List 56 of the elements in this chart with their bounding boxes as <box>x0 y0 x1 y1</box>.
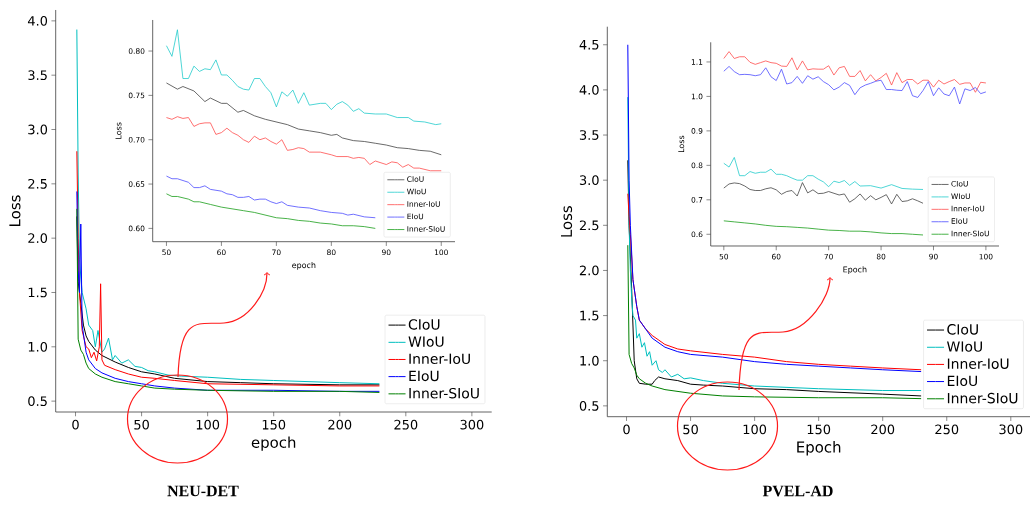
legend-label: WIoU <box>947 341 982 352</box>
x-tick-label: 50 <box>134 419 149 430</box>
legend-label: Inner-SIoU <box>947 392 1018 404</box>
x-tick-label: 300 <box>460 419 484 430</box>
x-tick-label: 250 <box>394 419 418 430</box>
x-tick-label: 100 <box>743 424 767 435</box>
x-tick-label: 300 <box>999 424 1023 435</box>
legend-label: EIoU <box>409 370 439 382</box>
line-series <box>76 29 380 385</box>
y-tick-label: 3.0 <box>579 175 599 186</box>
line-series <box>723 51 987 93</box>
y-tick-label: 1.0 <box>580 355 599 366</box>
x-tick-label: 150 <box>262 419 286 430</box>
legend-label: CIoU <box>947 324 978 335</box>
legend-label: WIoU <box>408 336 444 347</box>
y-tick-label: 0.5 <box>28 396 47 407</box>
y-axis-title: Loss <box>561 206 573 237</box>
line-series <box>723 66 987 105</box>
y-axis-title: Loss <box>9 195 21 226</box>
y-tick-label: 2.0 <box>579 265 599 276</box>
line-series <box>723 157 924 190</box>
x-tick-label: 200 <box>871 424 895 435</box>
legend-label: Inner-SIoU <box>409 387 479 399</box>
y-tick-label: 3.5 <box>579 130 599 140</box>
y-tick-label: 2.0 <box>28 233 48 244</box>
y-tick-label: 4.5 <box>579 39 599 50</box>
line-series <box>166 175 376 219</box>
text: NEU-DET <box>167 485 239 497</box>
x-axis-title: Epoch <box>797 441 841 456</box>
legend-label: EIoU <box>947 375 977 387</box>
legend-label: Inner-IoU <box>947 358 1009 369</box>
x-axis-title: epoch <box>251 436 296 451</box>
x-tick-label: 150 <box>807 424 831 435</box>
x-tick-label: 200 <box>328 419 352 430</box>
legend-label: CIoU <box>408 319 440 330</box>
x-tick-label: 250 <box>935 424 959 435</box>
x-tick-label: 0 <box>72 419 79 430</box>
legend-label: Inner-IoU <box>409 353 470 365</box>
x-tick-label: 0 <box>623 424 630 435</box>
x-tick-label: 100 <box>196 419 220 430</box>
y-tick-label: 3.0 <box>28 124 48 135</box>
y-tick-label: 1.0 <box>28 341 48 352</box>
y-tick-label: 1.5 <box>580 310 599 321</box>
y-tick-label: 4.0 <box>579 85 599 95</box>
y-tick-label: 0.5 <box>579 400 599 411</box>
y-tick-label: 4.0 <box>27 15 48 26</box>
y-tick-label: 1.5 <box>28 287 47 298</box>
line-series <box>166 29 442 126</box>
line-series <box>723 220 924 236</box>
x-tick-label: 50 <box>683 424 698 435</box>
line-series <box>76 150 380 387</box>
y-tick-label: 2.5 <box>28 178 47 189</box>
text: PVEL-AD <box>762 485 833 497</box>
line-series <box>166 116 442 172</box>
y-tick-label: 2.5 <box>579 220 599 231</box>
y-tick-label: 3.5 <box>28 70 47 81</box>
